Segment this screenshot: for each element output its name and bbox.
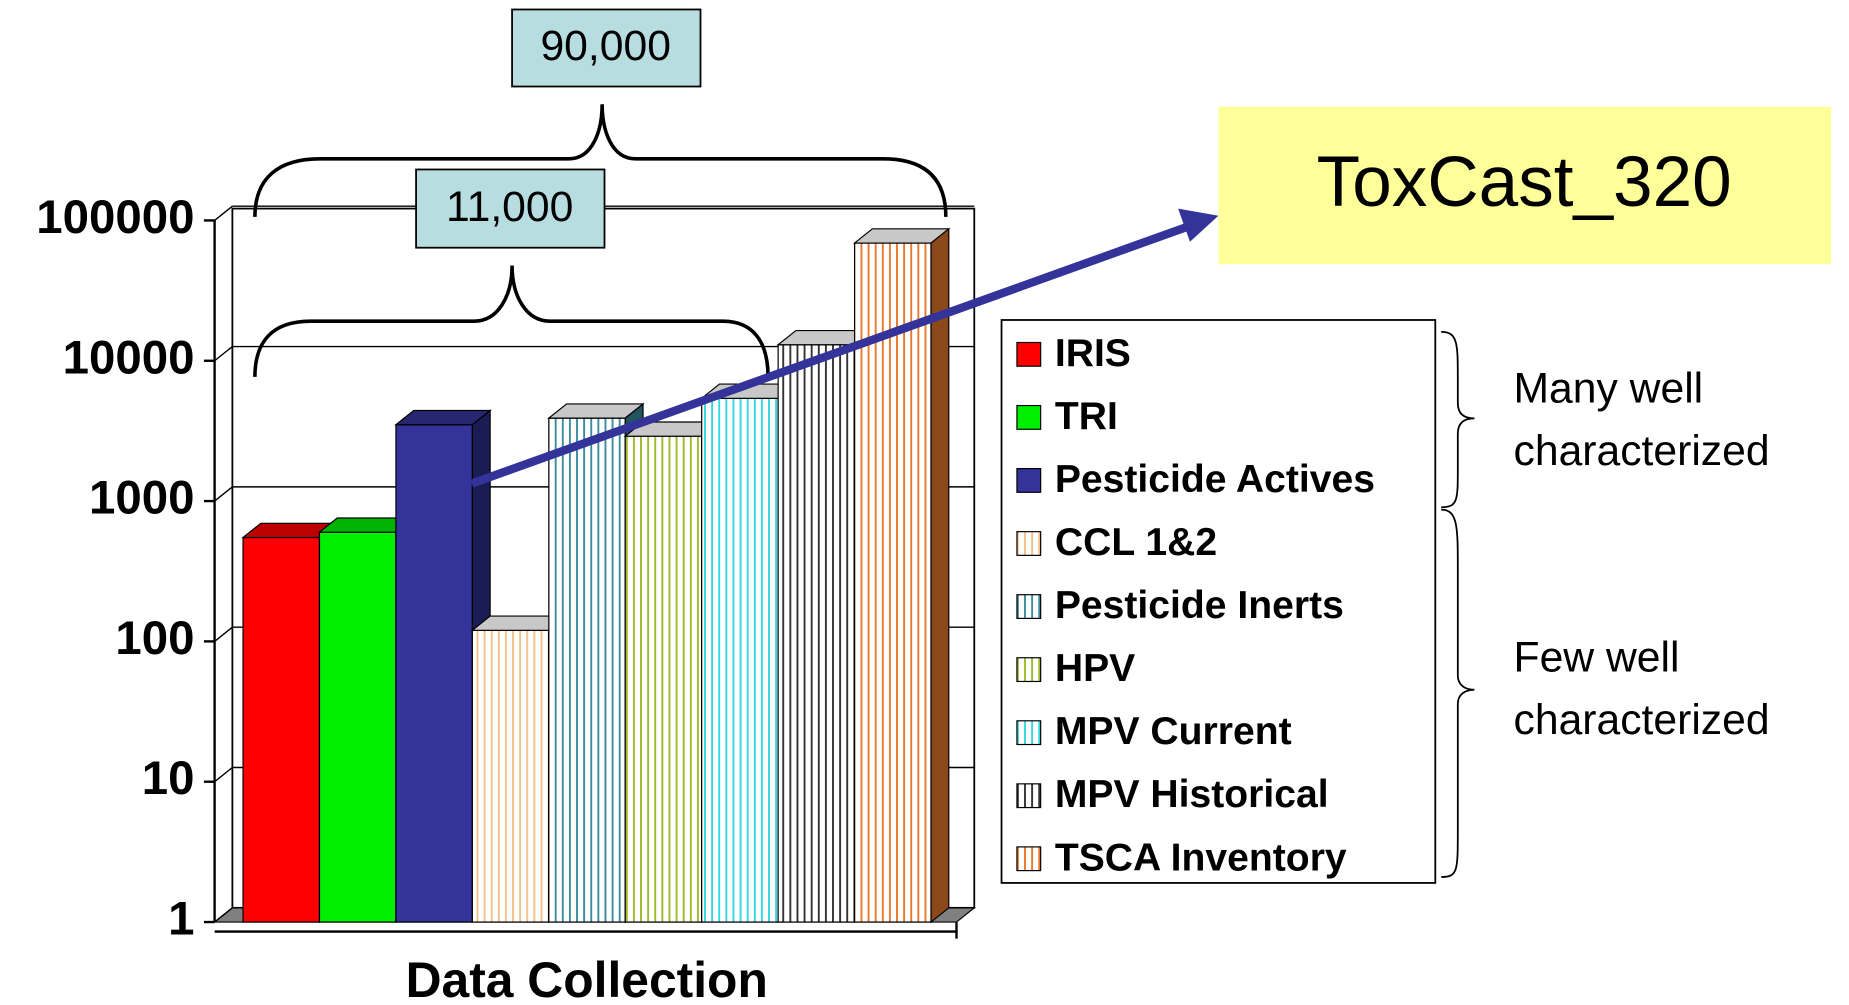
legend-label: HPV [1055,647,1135,690]
legend-swatch [1016,846,1042,872]
arrow-head [1178,208,1219,242]
target-box [1218,106,1832,265]
legend-label: CCL 1&2 [1055,521,1217,564]
grid-line [214,626,233,642]
many-label: Many well [1514,364,1704,412]
many-label: characterized [1514,427,1770,475]
y-tick-label: 100000 [36,191,194,244]
y-tick-label: 100 [115,612,194,665]
legend-swatch [1016,594,1042,619]
bar [777,344,856,923]
grid-line [214,907,233,923]
legend-label: TRI [1055,395,1118,438]
x-axis-label: Data Collection [406,952,768,1005]
legend-swatch [1016,657,1042,683]
subtotal-box [415,168,606,249]
legend-swatch [1016,720,1042,746]
legend-label: MPV Historical [1055,773,1329,816]
legend-label: IRIS [1055,332,1131,375]
arrow-line [470,223,1187,488]
y-tick-label: 10 [142,752,195,805]
bar [318,531,397,923]
legend-label: Pesticide Inerts [1055,584,1344,627]
brace-few [1441,508,1475,878]
legend-swatch [1016,783,1042,809]
legend-swatch [1016,531,1042,556]
few-label: Few well [1514,633,1680,681]
bar [548,417,626,923]
legend-label: MPV Current [1055,710,1292,753]
target-label: ToxCast_320 [1317,143,1732,222]
y-tick-label: 1000 [89,472,194,525]
bar [853,242,932,923]
grid-line [214,486,233,502]
total-box [511,8,702,88]
total-label: 90,000 [540,22,670,70]
legend-label: TSCA Inventory [1055,836,1347,879]
legend-swatch [1016,341,1042,367]
bar [395,424,473,923]
legend-swatch [1016,468,1042,493]
bar [624,435,703,923]
brace-subtotal [253,265,770,377]
brace-many [1441,330,1475,509]
legend-label: Pesticide Actives [1055,458,1375,501]
bar [242,536,321,923]
bar-side [930,227,950,924]
y-tick-label: 10000 [63,331,195,384]
few-label: characterized [1514,696,1770,744]
y-tick-label: 1 [168,893,194,946]
bar [471,629,550,923]
brace-total [253,104,948,217]
grid-line [214,345,233,362]
grid-line [214,766,233,783]
bar [701,397,779,923]
legend-box [1000,319,1437,884]
legend-swatch [1016,404,1042,430]
subtotal-label: 11,000 [446,183,573,231]
grid-line [214,205,233,221]
